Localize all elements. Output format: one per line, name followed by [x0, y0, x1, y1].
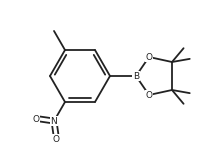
Text: O: O [146, 52, 153, 62]
Text: O: O [146, 90, 153, 99]
Text: O: O [53, 135, 59, 144]
Text: O: O [33, 114, 39, 123]
Text: N: N [51, 117, 57, 126]
Text: B: B [133, 71, 139, 80]
